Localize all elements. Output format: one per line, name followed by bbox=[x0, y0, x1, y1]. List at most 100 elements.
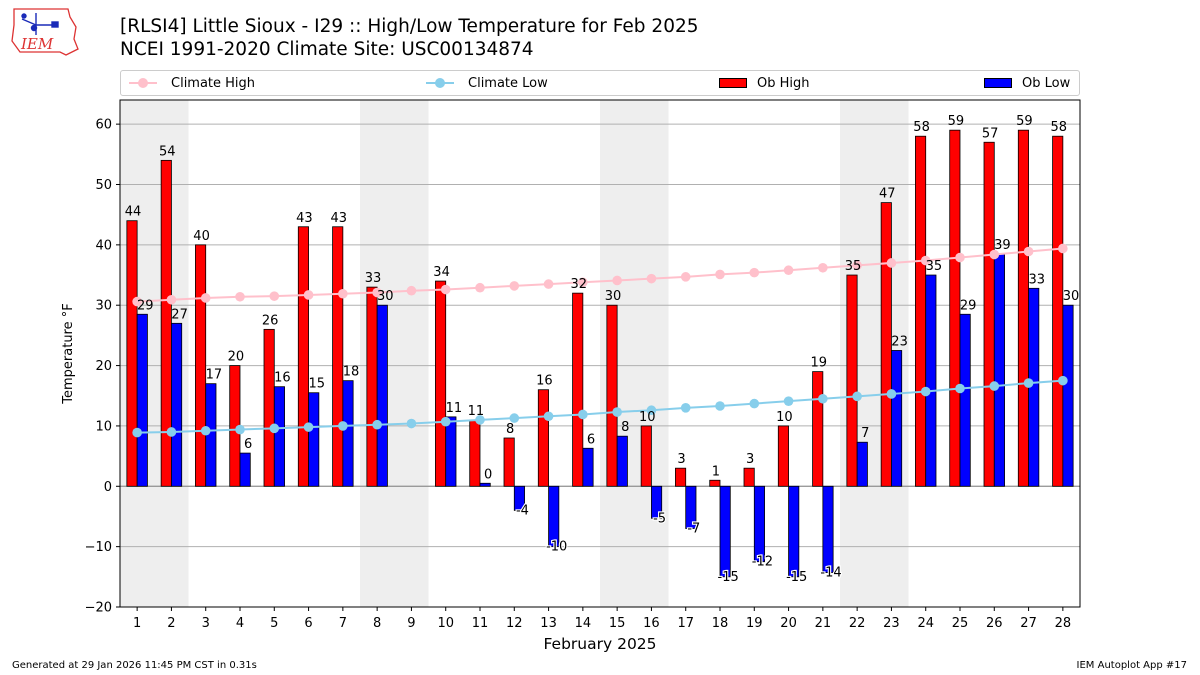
ob-high-bar bbox=[606, 304, 618, 487]
y-axis-label: Temperature °F bbox=[61, 303, 76, 404]
y-tick-label: 50 bbox=[95, 178, 112, 193]
ob-high-value-label: 59 bbox=[1016, 114, 1033, 129]
ob-low-bar bbox=[308, 392, 320, 487]
ob-high-value-label: 59 bbox=[948, 114, 965, 129]
ob-high-bar bbox=[263, 328, 275, 487]
climate-low-point bbox=[818, 393, 828, 404]
ob-high-bar bbox=[297, 226, 309, 487]
y-tick-label: −20 bbox=[85, 601, 112, 616]
ob-high-value-label: 35 bbox=[845, 259, 862, 274]
climate-low-point bbox=[989, 381, 1000, 391]
ob-high-bar bbox=[1017, 129, 1029, 487]
ob-high-bar bbox=[332, 226, 344, 487]
ob-low-value-label: 7 bbox=[861, 426, 869, 441]
legend-climate-high-label: Climate High bbox=[171, 75, 256, 91]
ob-low-bar bbox=[376, 304, 388, 487]
climate-high-point bbox=[406, 285, 417, 296]
ob-low-bar bbox=[651, 485, 663, 519]
ob-low-value-label: -4 bbox=[516, 503, 529, 518]
ob-low-value-label: 27 bbox=[171, 307, 188, 322]
ob-high-value-label: 58 bbox=[913, 120, 930, 135]
climate-low-point bbox=[166, 427, 177, 437]
climate-low-point bbox=[269, 423, 280, 434]
x-tick-label: 1 bbox=[133, 616, 141, 631]
ob-high-value-label: 34 bbox=[433, 265, 450, 280]
climate-high-point bbox=[680, 272, 691, 282]
ob-low-value-label: -10 bbox=[546, 540, 567, 555]
ob-low-value-label: 30 bbox=[1063, 289, 1080, 304]
ob-low-value-label: 6 bbox=[244, 437, 252, 452]
ob-low-bar bbox=[1062, 304, 1074, 487]
ob-low-value-label: 33 bbox=[1028, 272, 1045, 287]
climate-high-point bbox=[338, 288, 348, 299]
y-tick-label: 60 bbox=[95, 118, 112, 133]
chart-title: [RLSI4] Little Sioux - I29 :: High/Low T… bbox=[120, 16, 699, 37]
ob-high-bar bbox=[503, 437, 515, 487]
climate-high-point bbox=[372, 287, 382, 298]
x-tick-label: 7 bbox=[339, 616, 347, 631]
ob-low-bar bbox=[513, 485, 525, 511]
ob-low-value-label: -15 bbox=[718, 570, 739, 585]
legend-climate-high-swatch bbox=[129, 78, 157, 88]
climate-high-point bbox=[989, 249, 1000, 260]
ob-low-value-label: 0 bbox=[484, 467, 492, 482]
ob-high-bar bbox=[983, 141, 995, 487]
climate-low-point bbox=[886, 389, 897, 399]
ob-high-value-label: 30 bbox=[605, 289, 622, 304]
legend-climate-low: Climate Low bbox=[426, 71, 548, 95]
x-tick-label: 16 bbox=[643, 616, 660, 631]
climate-high-point bbox=[543, 279, 554, 289]
ob-low-bar bbox=[685, 485, 697, 529]
ob-low-value-label: 11 bbox=[446, 401, 463, 416]
ob-low-value-label: -5 bbox=[653, 511, 666, 526]
ob-high-bar bbox=[743, 467, 755, 487]
ob-low-bar bbox=[239, 452, 251, 487]
generated-timestamp: Generated at 29 Jan 2026 11:45 PM CST in… bbox=[12, 660, 257, 671]
climate-low-point bbox=[440, 416, 451, 427]
ob-high-bar bbox=[915, 135, 927, 487]
ob-high-value-label: 40 bbox=[193, 229, 210, 244]
ob-high-value-label: 1 bbox=[712, 464, 720, 479]
ob-low-bar bbox=[582, 447, 594, 487]
app-credit: IEM Autoplot App #17 bbox=[1076, 660, 1187, 671]
ob-high-value-label: 54 bbox=[159, 144, 176, 159]
y-tick-label: −10 bbox=[85, 540, 112, 555]
legend-ob-low-swatch bbox=[984, 78, 1012, 88]
ob-low-value-label: 18 bbox=[343, 365, 360, 380]
climate-low-point bbox=[680, 403, 691, 413]
ob-high-value-label: 57 bbox=[982, 126, 999, 141]
ob-low-bar bbox=[925, 274, 937, 487]
chart-legend: Climate High Climate Low Ob High Ob Low bbox=[120, 70, 1080, 96]
climate-high-point bbox=[783, 265, 794, 276]
ob-high-bar bbox=[1052, 135, 1064, 487]
ob-high-value-label: 16 bbox=[536, 374, 553, 389]
x-tick-label: 26 bbox=[986, 616, 1003, 631]
ob-low-value-label: 30 bbox=[377, 289, 394, 304]
x-tick-label: 27 bbox=[1020, 616, 1037, 631]
ob-high-value-label: 20 bbox=[228, 350, 245, 365]
x-tick-label: 2 bbox=[167, 616, 175, 631]
ob-low-bar bbox=[479, 482, 491, 487]
ob-low-value-label: 16 bbox=[274, 371, 291, 386]
svg-text:IEM: IEM bbox=[20, 35, 54, 53]
ob-low-bar bbox=[788, 485, 800, 578]
ob-high-bar bbox=[880, 202, 892, 487]
y-tick-label: 30 bbox=[95, 299, 112, 314]
ob-high-value-label: 43 bbox=[330, 211, 347, 226]
ob-high-value-label: 3 bbox=[746, 452, 754, 467]
climate-high-point bbox=[920, 255, 931, 266]
ob-high-bar bbox=[949, 129, 961, 487]
x-tick-label: 25 bbox=[952, 616, 969, 631]
ob-low-bar bbox=[959, 313, 971, 487]
ob-low-bar bbox=[548, 485, 560, 548]
ob-low-value-label: -7 bbox=[687, 522, 700, 537]
y-tick-label: 10 bbox=[95, 419, 112, 434]
climate-high-point bbox=[303, 290, 314, 300]
y-tick-label: 0 bbox=[104, 480, 112, 495]
ob-low-value-label: 29 bbox=[960, 298, 977, 313]
climate-low-point bbox=[132, 427, 142, 438]
ob-high-bar bbox=[195, 244, 207, 487]
climate-low-point bbox=[920, 386, 931, 397]
climate-low-point bbox=[715, 401, 725, 411]
plot-frame bbox=[119, 99, 1081, 608]
